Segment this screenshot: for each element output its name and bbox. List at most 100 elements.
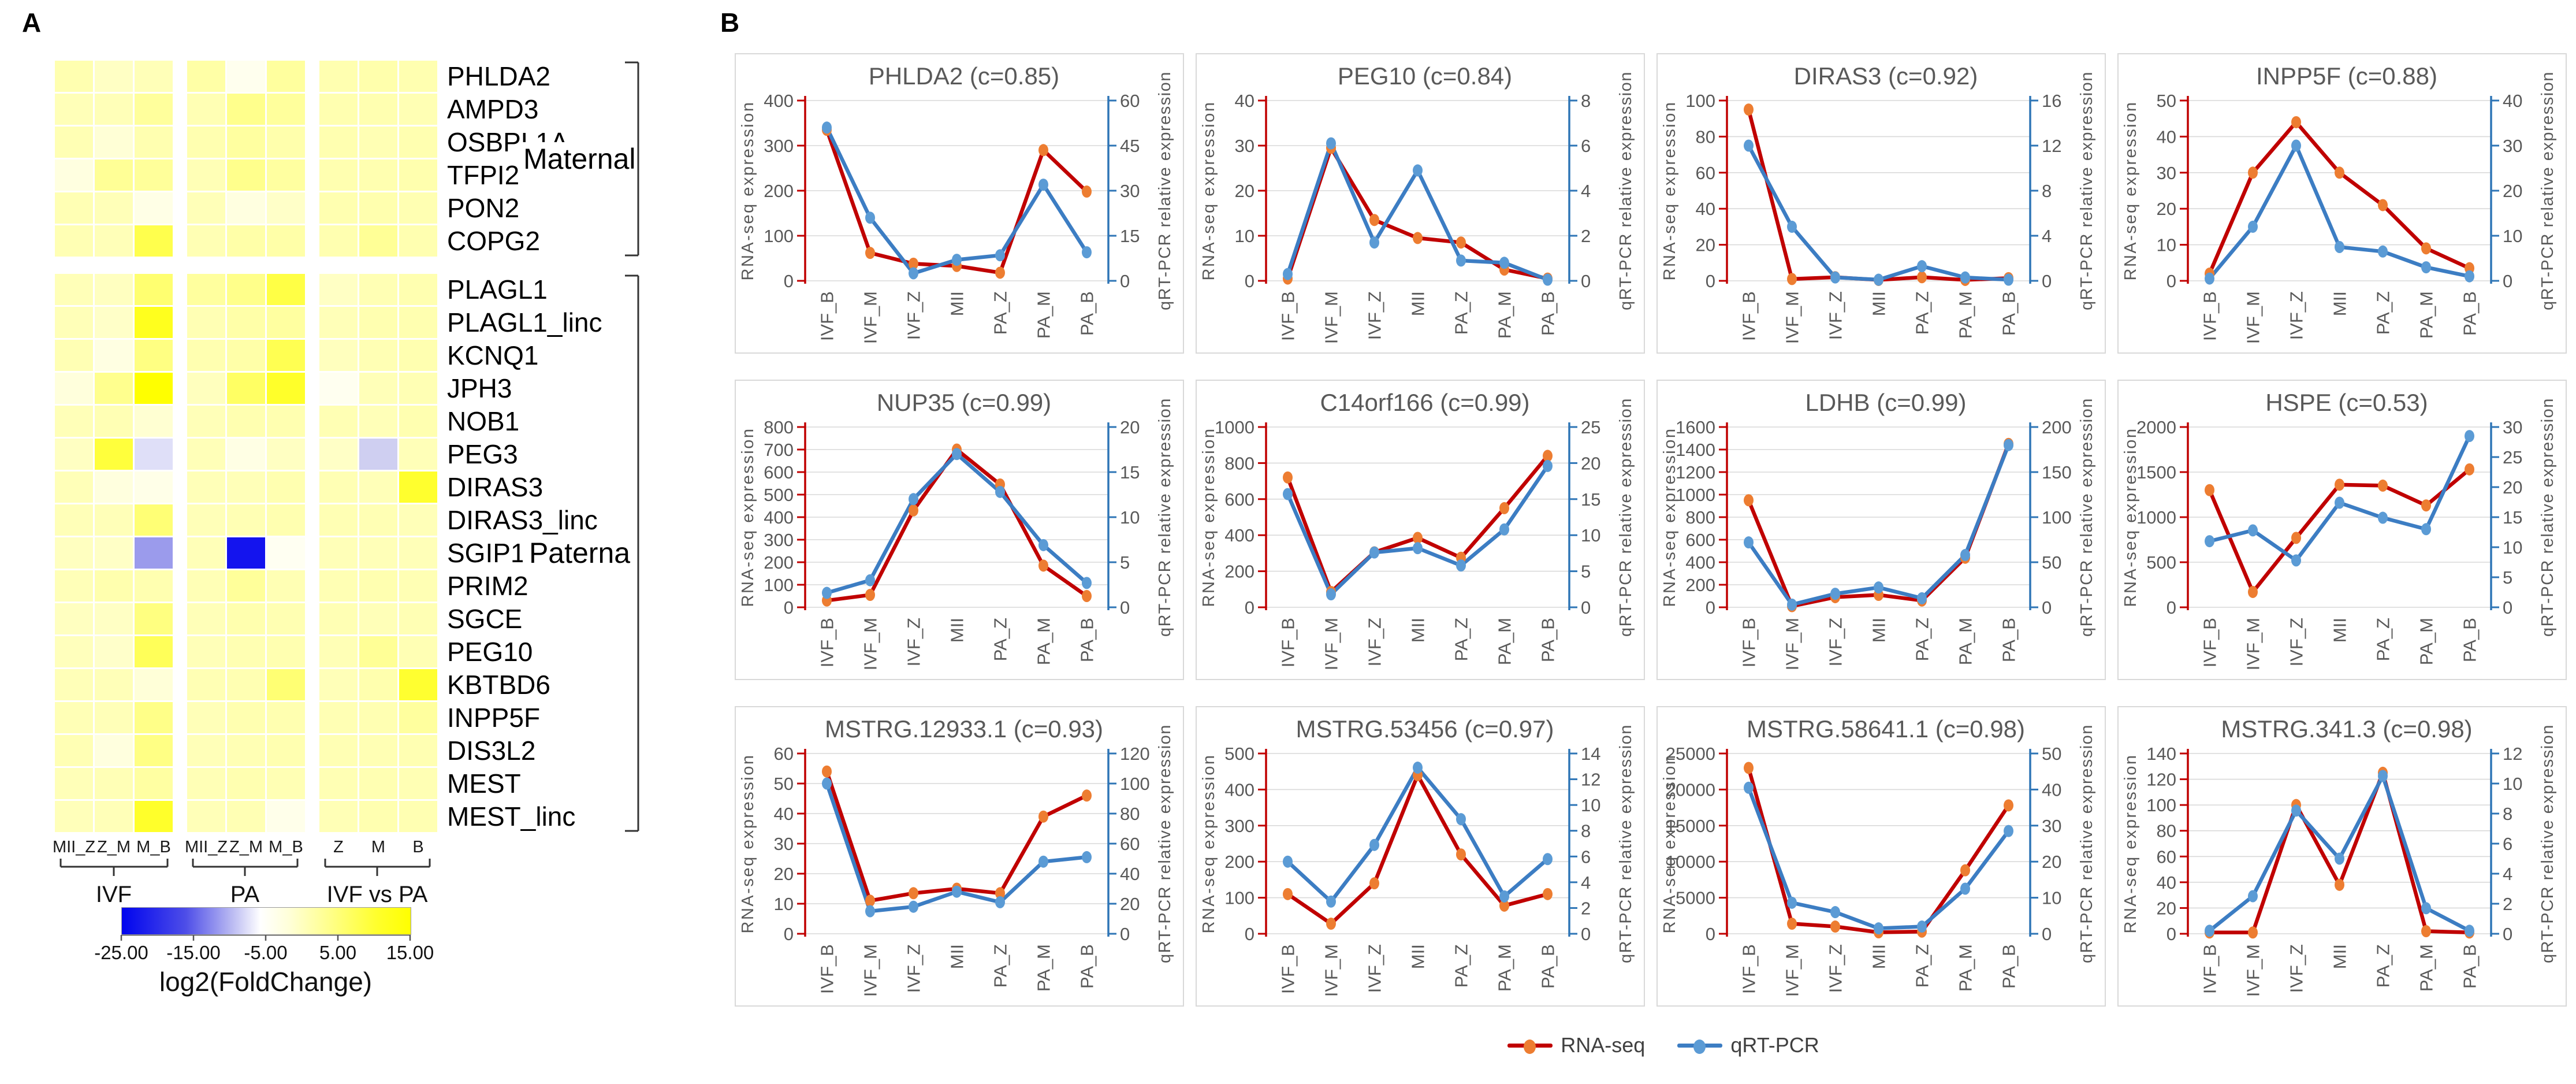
heatmap-cell bbox=[359, 636, 397, 667]
heatmap-cell bbox=[359, 768, 397, 799]
rnaseq-marker bbox=[1283, 471, 1293, 484]
rnaseq-marker bbox=[1082, 185, 1092, 198]
chart-PEG10: PEG10 (c=0.84) 0 10 20 30 40 0 2 4 6 8 IVF_B IVF_M IV… bbox=[1200, 62, 1635, 344]
heatmap-cell bbox=[95, 373, 133, 404]
left-tick-label: 400 bbox=[1224, 779, 1255, 800]
heatmap-cell bbox=[359, 340, 397, 371]
x-tick-label: IVF_B bbox=[1278, 944, 1298, 994]
heatmap-row: PEG10 bbox=[55, 636, 602, 667]
heatmap-row: DIRAS3_linc bbox=[55, 504, 602, 536]
gene-label: SGIP1 bbox=[447, 538, 526, 568]
heatmap-cell bbox=[267, 570, 305, 602]
rnaseq-marker bbox=[1744, 762, 1754, 774]
heatmap-row: DIRAS3 bbox=[55, 472, 602, 503]
x-tick-label: PA_M bbox=[2417, 618, 2437, 665]
qpcr-marker bbox=[952, 448, 962, 461]
right-tick-label: 5 bbox=[1120, 552, 1130, 573]
rnaseq-marker bbox=[2004, 799, 2013, 812]
left-tick-label: 20 bbox=[774, 864, 794, 884]
heatmap-group-ivf-vs-pa: IVF vs PA bbox=[326, 882, 428, 907]
heatmap-cell bbox=[319, 406, 358, 437]
rnaseq-marker bbox=[1744, 103, 1754, 116]
heatmap-cell bbox=[267, 636, 305, 667]
heatmap-cell bbox=[187, 669, 225, 700]
left-tick-label: 0 bbox=[1706, 924, 1715, 944]
heatmap-row: NOB1 bbox=[55, 406, 602, 437]
heatmap-cell bbox=[267, 225, 305, 257]
rnaseq-marker bbox=[1369, 877, 1379, 890]
chart-MSTRG.58641.1: MSTRG.58641.1 (c=0.98)050001000015000200… bbox=[1661, 715, 2096, 997]
heatmap-cell bbox=[95, 61, 133, 92]
heatmap-cell bbox=[227, 307, 265, 338]
x-tick-label: IVF_B bbox=[1739, 291, 1759, 341]
gene-label: AMPD3 bbox=[447, 94, 539, 124]
heatmap-cell bbox=[187, 735, 225, 766]
heatmap-cell bbox=[135, 406, 173, 437]
heatmap-col-label: Z bbox=[333, 838, 344, 856]
left-tick-label: 50 bbox=[2157, 91, 2176, 111]
chart-DIRAS3: DIRAS3 (c=0.92) 0 20 40 60 80 100 0 4 8 12 16 IVF_B I… bbox=[1661, 62, 2096, 344]
paternal-bracket bbox=[625, 274, 639, 832]
heatmap-cell bbox=[227, 702, 265, 733]
heatmap-cell bbox=[267, 406, 305, 437]
x-tick-label: PA_B bbox=[1999, 944, 2019, 989]
qpcr-marker bbox=[2335, 241, 2344, 253]
x-tick-label: MII bbox=[1408, 291, 1428, 316]
heatmap-cell bbox=[267, 768, 305, 799]
qpcr-marker bbox=[909, 900, 918, 913]
chart-HSPE: HSPE (c=0.53) 0 500 1000 1500 2000 0 5 10 15 20 25 3… bbox=[2121, 389, 2557, 670]
qpcr-marker bbox=[865, 211, 875, 224]
left-tick-label: 800 bbox=[1224, 453, 1255, 473]
right-axis-title: qRT-PCR relative expression bbox=[1156, 71, 1174, 310]
gene-label: PLAGL1 bbox=[447, 274, 548, 305]
heatmap-cell bbox=[187, 439, 225, 470]
rnaseq-marker bbox=[1326, 918, 1336, 930]
series-legend: RNA-seq qRT-PCR bbox=[1404, 1033, 1923, 1057]
heatmap-cell bbox=[267, 94, 305, 125]
maternal-bracket bbox=[625, 61, 639, 257]
qpcr-marker bbox=[1283, 855, 1293, 868]
heatmap-row: INPP5F bbox=[55, 702, 602, 733]
gene-label: INPP5F bbox=[447, 703, 541, 733]
gene-label: SGCE bbox=[447, 604, 523, 634]
heatmap-cell bbox=[55, 537, 93, 569]
right-tick-label: 30 bbox=[2503, 136, 2522, 156]
colorbar-tick: 15.00 bbox=[386, 942, 434, 963]
chart-title: MSTRG.341.3 (c=0.98) bbox=[2221, 715, 2472, 743]
qpcr-marker bbox=[2335, 852, 2344, 865]
right-tick-label: 10 bbox=[2503, 537, 2522, 558]
right-tick-label: 25 bbox=[1581, 417, 1600, 437]
left-tick-label: 20000 bbox=[1666, 779, 1715, 800]
left-tick-label: 80 bbox=[1696, 127, 1715, 147]
x-tick-label: PA_M bbox=[1495, 618, 1515, 665]
right-tick-label: 20 bbox=[1120, 417, 1140, 437]
chart-title: NUP35 (c=0.99) bbox=[877, 389, 1051, 416]
heatmap-cell bbox=[319, 768, 358, 799]
left-tick-label: 10 bbox=[2157, 235, 2176, 255]
heatmap-cell bbox=[135, 636, 173, 667]
qpcr-marker bbox=[1960, 549, 1970, 562]
left-tick-label: 5000 bbox=[1676, 888, 1715, 908]
chart-card-LDHB: LDHB (c=0.99) 0 200 400 600 800 1000 1200 1400 16… bbox=[1656, 380, 2106, 680]
heatmap-cell bbox=[267, 669, 305, 700]
heatmap-cell bbox=[267, 373, 305, 404]
heatmap-cell bbox=[227, 340, 265, 371]
qpcr-series-line bbox=[826, 452, 1088, 595]
x-tick-label: IVF_M bbox=[2243, 618, 2264, 670]
right-tick-label: 4 bbox=[2503, 864, 2512, 884]
heatmap-cell bbox=[359, 159, 397, 191]
qpcr-line-swatch bbox=[1677, 1039, 1723, 1054]
right-tick-label: 100 bbox=[2042, 507, 2072, 528]
heatmap-cell bbox=[95, 94, 133, 125]
left-tick-label: 800 bbox=[764, 417, 794, 437]
left-tick-label: 1000 bbox=[1676, 485, 1715, 505]
rnaseq-marker bbox=[2421, 499, 2431, 512]
qpcr-marker bbox=[2465, 270, 2474, 283]
right-tick-label: 4 bbox=[1581, 181, 1591, 201]
heatmap-cell bbox=[135, 472, 173, 503]
x-tick-label: PA_Z bbox=[2373, 291, 2393, 335]
right-tick-label: 2 bbox=[1581, 226, 1591, 246]
qpcr-marker bbox=[822, 121, 832, 134]
heatmap-cell bbox=[359, 570, 397, 602]
x-tick-label: PA_M bbox=[1495, 944, 1515, 992]
